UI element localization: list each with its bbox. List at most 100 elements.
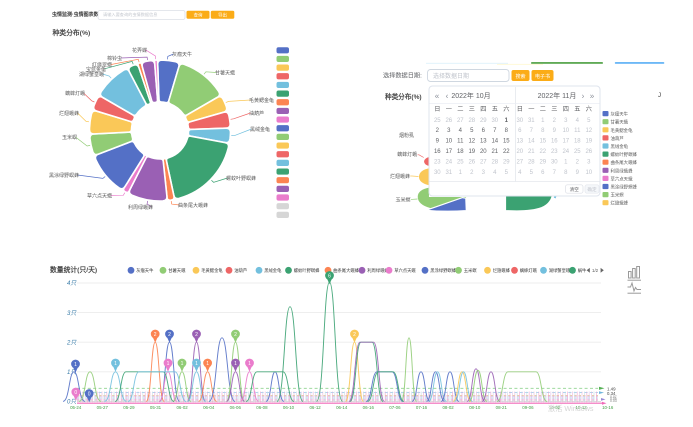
svg-text:29: 29: [480, 118, 487, 124]
svg-text:黑涂绿野螟蜂: 黑涂绿野螟蜂: [49, 172, 79, 179]
svg-text:31: 31: [445, 170, 452, 176]
svg-text:19: 19: [585, 139, 592, 145]
svg-text:花弄蝶: 花弄蝶: [132, 47, 147, 54]
svg-text:黑涂绿野螟蜂: 黑涂绿野螟蜂: [430, 267, 456, 274]
svg-text:清空: 清空: [570, 186, 580, 193]
svg-text:螭蟀灯蛾: 螭蟀灯蛾: [520, 267, 538, 274]
svg-text:曲条尾大蛾蜂: 曲条尾大蛾蜂: [611, 159, 638, 166]
svg-text:9: 9: [553, 128, 557, 134]
svg-text:›: ›: [582, 91, 585, 100]
svg-text:1: 1: [167, 361, 170, 367]
svg-text:16: 16: [551, 139, 558, 145]
svg-text:17: 17: [562, 139, 569, 145]
svg-text:07-16: 07-16: [416, 405, 428, 410]
svg-text:»: »: [590, 91, 595, 100]
svg-text:05-31: 05-31: [150, 405, 162, 410]
svg-text:23: 23: [434, 159, 441, 165]
svg-text:18: 18: [457, 149, 464, 155]
svg-text:8: 8: [505, 128, 509, 134]
svg-text:27: 27: [516, 159, 523, 165]
svg-text:2: 2: [470, 170, 474, 176]
svg-text:06-10: 06-10: [283, 405, 295, 410]
svg-text:19: 19: [468, 149, 475, 155]
svg-text:红缘翠蛾: 红缘翠蛾: [92, 62, 112, 69]
svg-text:种类分布(%): 种类分布(%): [384, 92, 422, 101]
svg-text:26: 26: [468, 159, 475, 165]
svg-text:5: 5: [505, 170, 509, 176]
svg-text:五: 五: [574, 106, 580, 113]
svg-text:15: 15: [503, 139, 510, 145]
svg-text:曲条尾大蛾蜂: 曲条尾大蛾蜂: [178, 202, 208, 209]
svg-text:宝蓝金龟: 宝蓝金龟: [86, 66, 106, 73]
svg-text:1: 1: [459, 170, 463, 176]
svg-text:黑绒金龟: 黑绒金龟: [611, 143, 629, 150]
svg-text:油葫芦: 油葫芦: [611, 135, 625, 142]
svg-text:09-06: 09-06: [522, 405, 534, 410]
svg-text:玉米螟: 玉米螟: [464, 267, 478, 274]
svg-text:灰瘤天牛: 灰瘤天牛: [172, 51, 192, 58]
svg-text:确定: 确定: [587, 186, 597, 193]
svg-text:黑绒金龟: 黑绒金龟: [250, 126, 270, 133]
svg-text:14: 14: [491, 139, 498, 145]
svg-text:06-04: 06-04: [203, 405, 215, 410]
svg-text:30: 30: [434, 170, 441, 176]
svg-text:导出: 导出: [218, 12, 227, 19]
svg-text:4: 4: [493, 170, 497, 176]
svg-text:«: «: [435, 91, 440, 100]
svg-text:4: 4: [518, 170, 522, 176]
svg-text:毛黄鳃金龟: 毛黄鳃金龟: [611, 127, 634, 134]
svg-text:烂翅蛾蜂: 烂翅蛾蜂: [493, 267, 511, 274]
svg-text:3: 3: [447, 128, 451, 134]
svg-text:6: 6: [328, 274, 331, 280]
svg-text:玉米螟: 玉米螟: [395, 196, 410, 203]
svg-text:06-12: 06-12: [309, 405, 321, 410]
svg-text:1: 1: [74, 362, 77, 368]
svg-text:25: 25: [457, 159, 464, 165]
svg-text:08-02: 08-02: [442, 405, 454, 410]
svg-text:14: 14: [528, 139, 535, 145]
svg-text:29: 29: [503, 159, 510, 165]
svg-text:4只: 4只: [67, 280, 77, 287]
svg-text:22: 22: [539, 149, 546, 155]
svg-text:蜗牛: 蜗牛: [578, 267, 587, 274]
svg-text:棉铃虫: 棉铃虫: [107, 55, 122, 62]
svg-text:06-02: 06-02: [176, 405, 188, 410]
svg-text:6: 6: [482, 128, 486, 134]
svg-text:3: 3: [587, 159, 591, 165]
svg-text:30: 30: [516, 118, 523, 124]
svg-text:利周绿蛾蜂: 利周绿蛾蜂: [611, 167, 634, 174]
svg-text:虫情监测·虫情图表数据: 虫情监测·虫情图表数据: [52, 11, 104, 18]
svg-text:螭蟀灯蛾: 螭蟀灯蛾: [65, 90, 85, 97]
svg-text:22: 22: [503, 149, 510, 155]
svg-text:10-12: 10-12: [575, 405, 587, 410]
svg-text:烂翅蛾蜂: 烂翅蛾蜂: [611, 200, 629, 207]
svg-text:烟粉虱: 烟粉虱: [399, 132, 414, 139]
svg-text:油葫芦: 油葫芦: [249, 110, 264, 117]
svg-text:10: 10: [585, 170, 592, 176]
svg-text:4: 4: [576, 118, 580, 124]
svg-text:搜索: 搜索: [515, 73, 525, 80]
svg-text:28: 28: [528, 159, 535, 165]
svg-text:草六点天蛾: 草六点天蛾: [611, 175, 634, 182]
svg-text:08-21: 08-21: [496, 405, 508, 410]
svg-text:08-10: 08-10: [469, 405, 481, 410]
svg-text:7: 7: [493, 128, 497, 134]
svg-text:9: 9: [436, 139, 440, 145]
svg-text:2: 2: [353, 332, 356, 338]
svg-text:0只: 0只: [67, 399, 77, 406]
svg-text:玉米螟: 玉米螟: [62, 134, 77, 141]
svg-text:9: 9: [576, 170, 580, 176]
svg-text:15: 15: [539, 139, 546, 145]
svg-text:1: 1: [234, 361, 237, 367]
svg-text:0: 0: [74, 390, 77, 396]
svg-text:2: 2: [195, 332, 198, 338]
svg-text:10-02: 10-02: [549, 405, 561, 410]
svg-text:12: 12: [468, 139, 475, 145]
svg-text:湖绿蟹皇蛾: 湖绿蟹皇蛾: [549, 267, 571, 274]
svg-text:11: 11: [457, 139, 464, 145]
svg-text:10-16: 10-16: [602, 405, 614, 410]
svg-text:29: 29: [539, 159, 546, 165]
svg-text:24: 24: [445, 159, 452, 165]
svg-text:6: 6: [541, 170, 545, 176]
svg-text:五: 五: [492, 106, 498, 113]
